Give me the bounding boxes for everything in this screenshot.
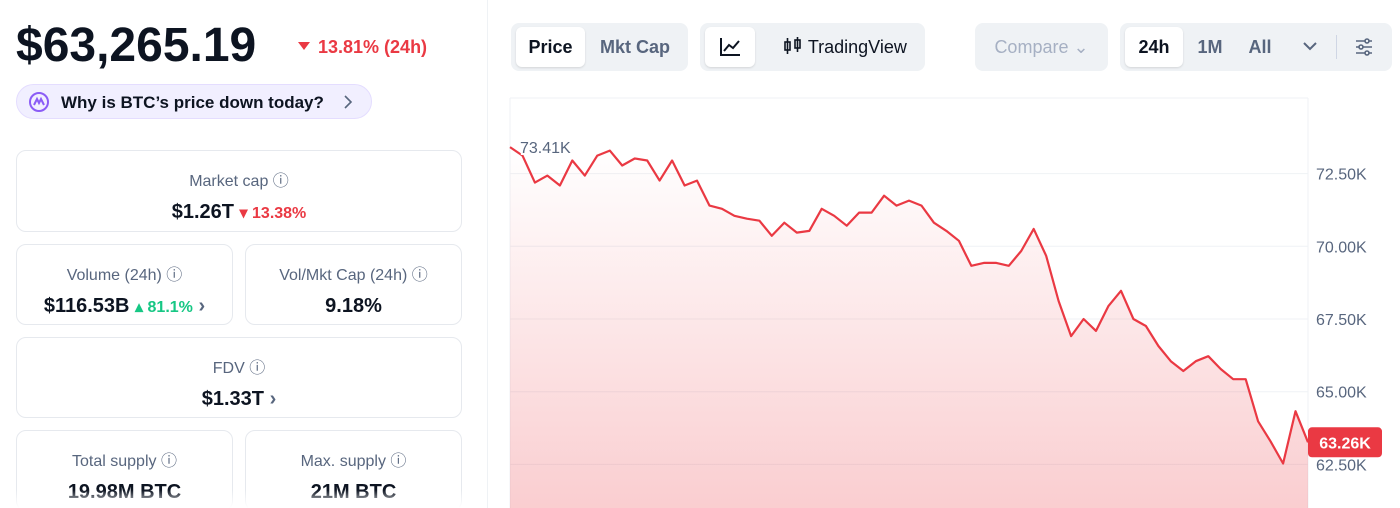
stat-card: Volume (24h) ⓘ $116.53B ▴ 81.1% › (16, 244, 233, 325)
ai-icon (29, 92, 49, 112)
range-toggle: 24h 1M All (1120, 23, 1392, 71)
label-text: Total supply (72, 453, 157, 470)
chevron: › (198, 295, 206, 317)
range-menu[interactable] (1303, 42, 1317, 52)
ai-prompt[interactable]: Why is BTC’s price down today? (16, 84, 372, 119)
value-text: $1.26T (171, 201, 234, 223)
value-text: $116.53B (43, 295, 130, 317)
chart: 62.50K 65.00K 67.50K 70.00K 72.50K 73.41K 63.2… (509, 97, 1382, 508)
chevron (344, 95, 353, 109)
stat-label: Volume (24h) ⓘ (66, 267, 183, 284)
stat-change: ▴ 81.1% (135, 299, 193, 316)
stat-value: $1.26T ▾ 13.38% (17, 201, 461, 224)
tradingview-tab[interactable]: TradingView (770, 27, 920, 67)
stat-card: Vol/Mkt Cap (24h) ⓘ 9.18% (245, 244, 462, 325)
stat-label: Max. supply ⓘ (300, 453, 407, 470)
label-text: Market cap (189, 173, 269, 190)
range-all[interactable]: All (1248, 37, 1272, 57)
value-text: 9.18% (325, 295, 382, 317)
range-24h[interactable]: 24h (1125, 27, 1183, 67)
stat-change: ▾ 13.38% (239, 205, 307, 222)
y-tick-label: 72.50K (1316, 167, 1367, 184)
compare-label: Compare ⌄ (994, 37, 1089, 57)
price: $63,265.19 (16, 19, 257, 72)
change-text: 13.38% (252, 205, 307, 222)
stat-label: Total supply ⓘ (72, 453, 177, 470)
y-tick-label: 67.50K (1316, 312, 1367, 329)
stat-card: Market cap ⓘ $1.26T ▾ 13.38% (16, 150, 462, 232)
high-label: 73.41K (520, 140, 571, 157)
label-text: Vol/Mkt Cap (24h) (279, 267, 408, 284)
prompt-text: Why is BTC’s price down today? (61, 93, 324, 112)
fade (0, 490, 487, 508)
compare-button[interactable]: Compare ⌄ (975, 23, 1108, 71)
range-1m[interactable]: 1M (1197, 37, 1223, 57)
candle-icon (784, 37, 801, 54)
mktcap-tab[interactable]: Mkt Cap (599, 37, 670, 57)
y-tick-label: 65.00K (1316, 385, 1367, 402)
view-toggle: TradingView (700, 23, 925, 71)
settings-icon[interactable] (1354, 37, 1374, 57)
area-fill (510, 147, 1308, 508)
chevron: › (269, 388, 277, 410)
last-price-box (1308, 427, 1382, 458)
price-change: 13.81% (24h) (318, 37, 428, 57)
last-price-label: 63.26K (1319, 435, 1371, 452)
label-text: FDV (212, 360, 245, 377)
stat-label: Market cap ⓘ (189, 173, 289, 190)
price-tab[interactable]: Price (516, 27, 585, 67)
y-tick-label: 70.00K (1316, 239, 1367, 256)
y-tick-label: 62.50K (1316, 457, 1367, 474)
line-view[interactable] (705, 27, 755, 67)
down-arrow (298, 42, 310, 50)
stat-value: $116.53B ▴ 81.1% › (17, 295, 232, 318)
line-icon (720, 38, 740, 56)
value-text: $1.33T (201, 388, 265, 410)
price-line (509, 146, 1310, 465)
label-text: Max. supply (300, 453, 386, 470)
compare-text: Compare (994, 37, 1069, 57)
change-text: 81.1% (147, 299, 193, 316)
stat-label: Vol/Mkt Cap (24h) ⓘ (279, 267, 428, 284)
stat-card: FDV ⓘ $1.33T › (16, 337, 462, 418)
stat-label: FDV ⓘ (212, 360, 266, 377)
tv-label: TradingView (807, 37, 907, 57)
separator (1336, 35, 1337, 59)
chart-type-toggle: Price Mkt Cap (511, 23, 688, 71)
label-text: Volume (24h) (66, 267, 162, 284)
stat-value: $1.33T › (17, 388, 461, 411)
divider (487, 0, 488, 508)
